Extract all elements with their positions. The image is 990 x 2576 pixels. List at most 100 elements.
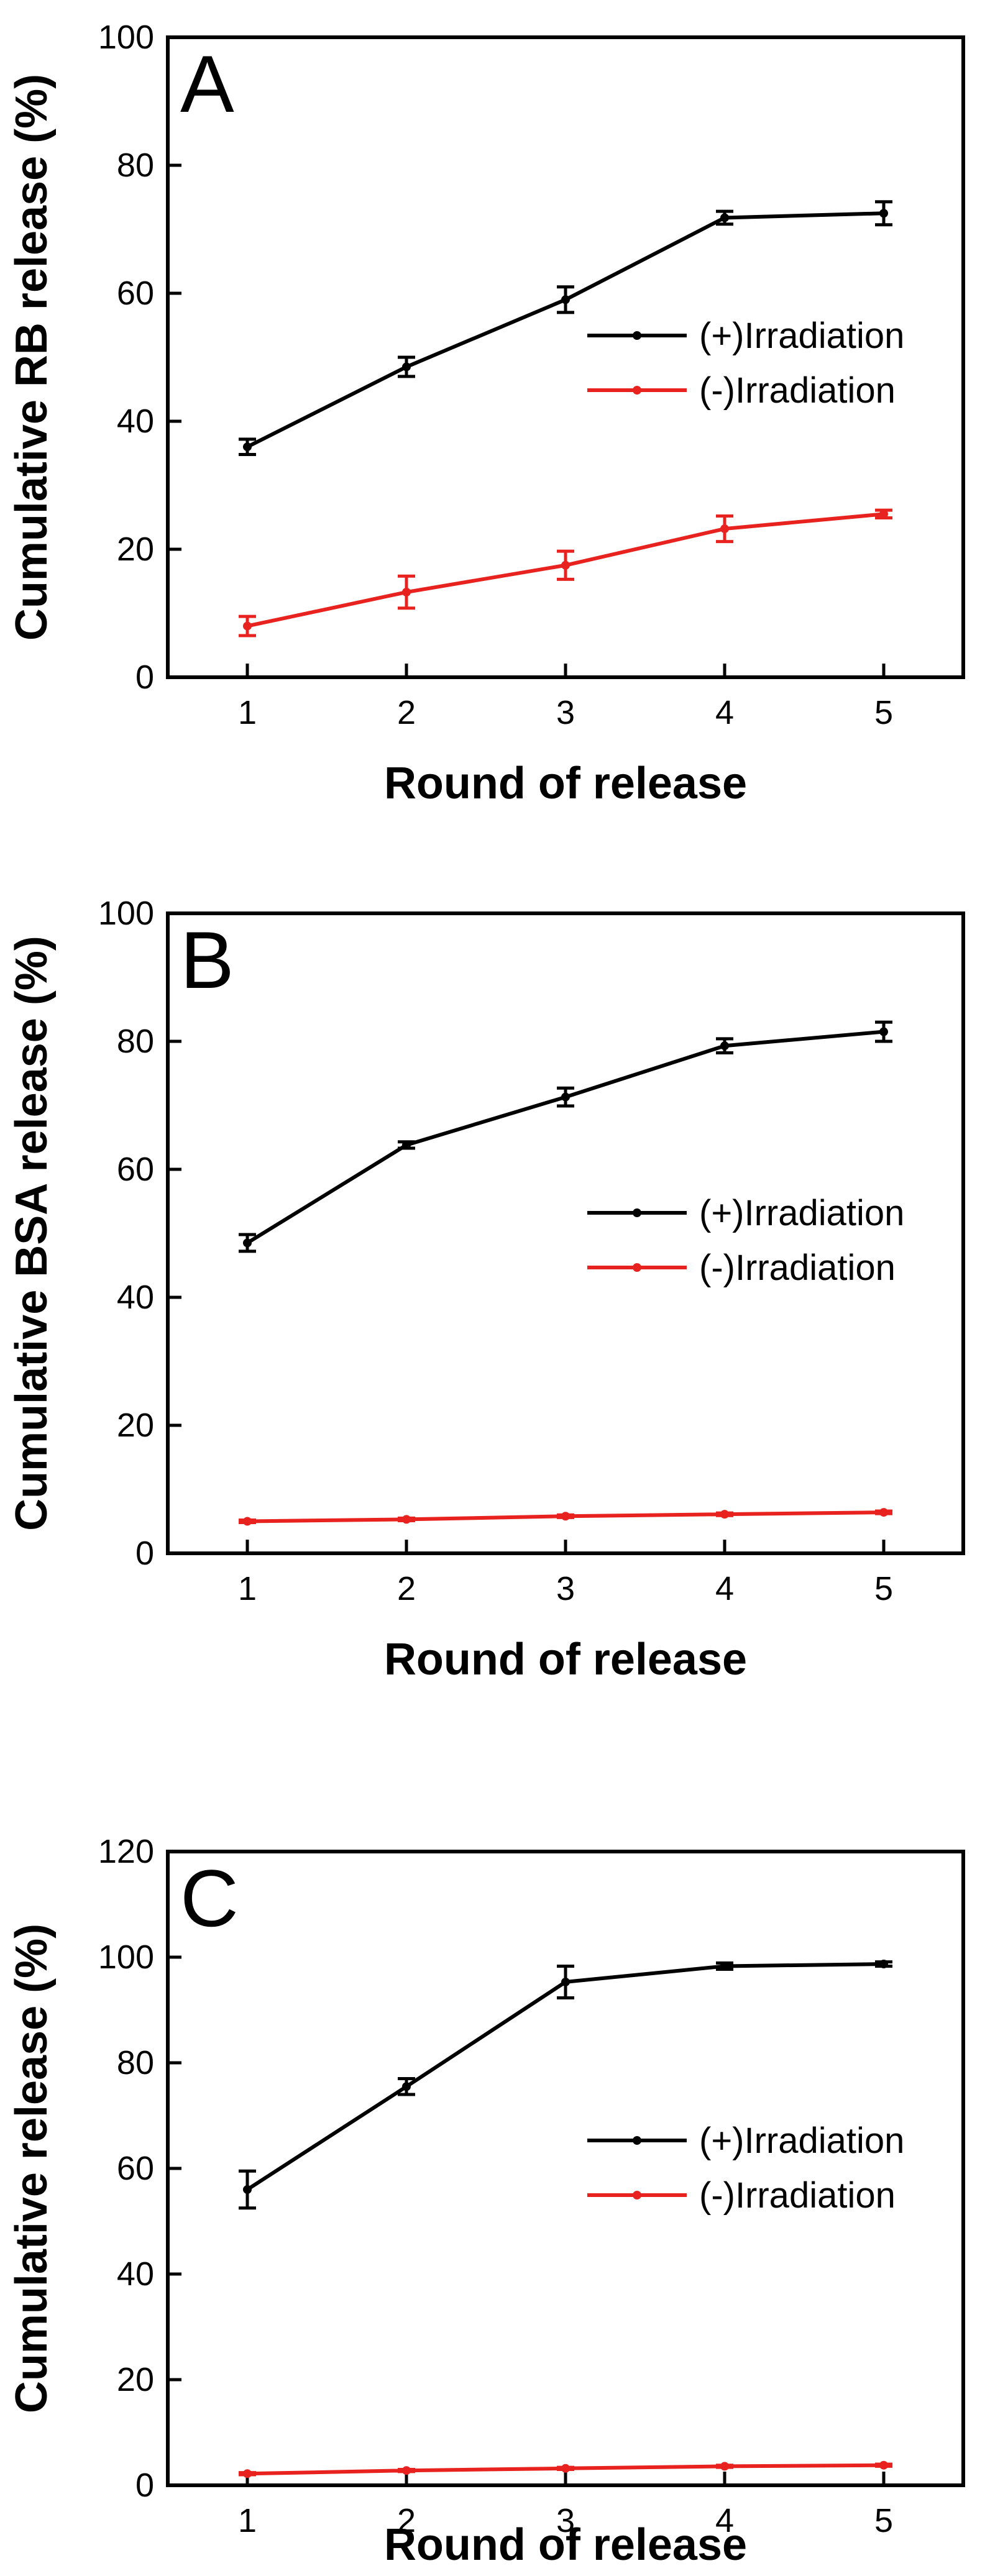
x-tick-label: 4: [715, 694, 734, 731]
x-tick-label: 5: [874, 694, 893, 731]
legend-marker: [633, 331, 641, 340]
plot-frame: [166, 1850, 965, 2487]
legend-label: (-)Irradiation: [699, 2175, 896, 2216]
y-tick-label: 60: [117, 275, 154, 312]
data-point: [243, 621, 252, 631]
y-tick-label: 20: [117, 1407, 154, 1444]
y-tick-label: 120: [98, 1833, 154, 1870]
data-point: [720, 1962, 729, 1971]
x-tick-label: 2: [397, 694, 416, 731]
series-minus-irradiation: [239, 1508, 892, 1526]
y-tick-label: 20: [117, 2361, 154, 2398]
data-point: [561, 2464, 570, 2473]
data-point: [720, 213, 729, 222]
data-point: [879, 1027, 888, 1036]
y-tick-label: 60: [117, 1151, 154, 1188]
y-axis-label: Cumulative release (%): [7, 1924, 57, 2413]
legend: (+)Irradiation (-)Irradiation: [587, 2121, 904, 2216]
x-tick-label: 1: [238, 694, 257, 731]
panel-label: B: [180, 915, 234, 1005]
y-tick-label: 80: [117, 1023, 154, 1060]
data-point: [879, 209, 888, 218]
data-point: [720, 524, 729, 534]
series-minus-irradiation: [239, 2460, 892, 2478]
chart-panel-c: C 0 20 40 60 80 100 120 1 2 3 4 5 Round of release Cum…: [7, 1833, 965, 2570]
y-tick-label: 0: [135, 659, 154, 696]
data-point: [561, 1512, 570, 1521]
legend-label: (+)Irradiation: [699, 2121, 904, 2161]
data-point: [402, 1140, 411, 1149]
plot-frame: [166, 911, 965, 1555]
x-tick-label: 2: [397, 1570, 416, 1607]
data-point: [243, 442, 252, 452]
x-tick-label: 1: [238, 2502, 257, 2539]
y-axis-label: Cumulative BSA release (%): [7, 936, 57, 1531]
y-tick-label: 100: [98, 895, 154, 932]
x-axis-label: Round of release: [384, 1635, 747, 1684]
y-tick-label: 100: [98, 19, 154, 56]
legend-marker: [633, 1208, 641, 1217]
series-plus-irradiation: [239, 1020, 892, 1253]
legend-label: (+)Irradiation: [699, 316, 904, 356]
plot-frame: [166, 35, 965, 679]
data-point: [402, 2082, 411, 2091]
legend-marker: [633, 1263, 641, 1272]
y-tick-label: 20: [117, 531, 154, 568]
x-tick-label: 5: [874, 2502, 893, 2539]
data-point: [879, 2460, 888, 2470]
data-point: [243, 1517, 252, 1526]
data-point: [402, 1515, 411, 1524]
legend-marker: [633, 386, 641, 395]
data-point: [561, 560, 570, 570]
y-tick-label: 60: [117, 2150, 154, 2187]
data-point: [879, 509, 888, 519]
legend: (+)Irradiation (-)Irradiation: [587, 316, 904, 411]
data-point: [720, 2462, 729, 2471]
y-tick-label: 0: [135, 1535, 154, 1572]
series-plus-irradiation: [239, 1960, 892, 2210]
y-axis-label: Cumulative RB release (%): [7, 74, 57, 641]
panel-label: A: [180, 39, 234, 129]
x-tick-label: 3: [556, 1570, 575, 1607]
data-point: [720, 1041, 729, 1051]
data-point: [243, 2185, 252, 2194]
y-tick-label: 80: [117, 2044, 154, 2081]
data-point: [243, 2469, 252, 2478]
series-plus-irradiation: [239, 200, 892, 457]
data-point: [243, 1238, 252, 1248]
data-point: [720, 1510, 729, 1519]
series-minus-irradiation: [239, 508, 892, 637]
data-point: [402, 588, 411, 597]
y-tick-label: 100: [98, 1939, 154, 1976]
y-tick-label: 0: [135, 2467, 154, 2504]
data-point: [561, 1092, 570, 1102]
x-tick-label: 4: [715, 2502, 734, 2539]
x-tick-label: 3: [556, 694, 575, 731]
x-tick-label: 1: [238, 1570, 257, 1607]
data-point: [402, 2466, 411, 2475]
data-point: [561, 1977, 570, 1986]
x-tick-label: 3: [556, 2502, 575, 2539]
y-tick-label: 40: [117, 1279, 154, 1316]
legend-label: (-)Irradiation: [699, 1248, 896, 1288]
y-tick-label: 80: [117, 147, 154, 184]
data-point: [879, 1960, 888, 1969]
data-point: [879, 1508, 888, 1517]
data-point: [561, 295, 570, 304]
legend-label: (-)Irradiation: [699, 370, 896, 411]
chart-panel-a: A 0 20 40 60 80 100 1 2 3 4 5 Round of release Cumula…: [7, 19, 965, 808]
x-tick-label: 4: [715, 1570, 734, 1607]
y-tick-label: 40: [117, 403, 154, 440]
data-point: [402, 362, 411, 372]
x-tick-label: 2: [397, 2502, 416, 2539]
legend-marker: [633, 2136, 641, 2145]
panel-label: C: [180, 1853, 239, 1943]
x-axis-label: Round of release: [384, 759, 747, 808]
legend-label: (+)Irradiation: [699, 1193, 904, 1233]
chart-panel-b: B 0 20 40 60 80 100 1 2 3 4 5 Round of release Cumula…: [7, 895, 965, 1684]
legend-marker: [633, 2191, 641, 2199]
legend: (+)Irradiation (-)Irradiation: [587, 1193, 904, 1288]
y-tick-label: 40: [117, 2255, 154, 2293]
x-tick-label: 5: [874, 1570, 893, 1607]
